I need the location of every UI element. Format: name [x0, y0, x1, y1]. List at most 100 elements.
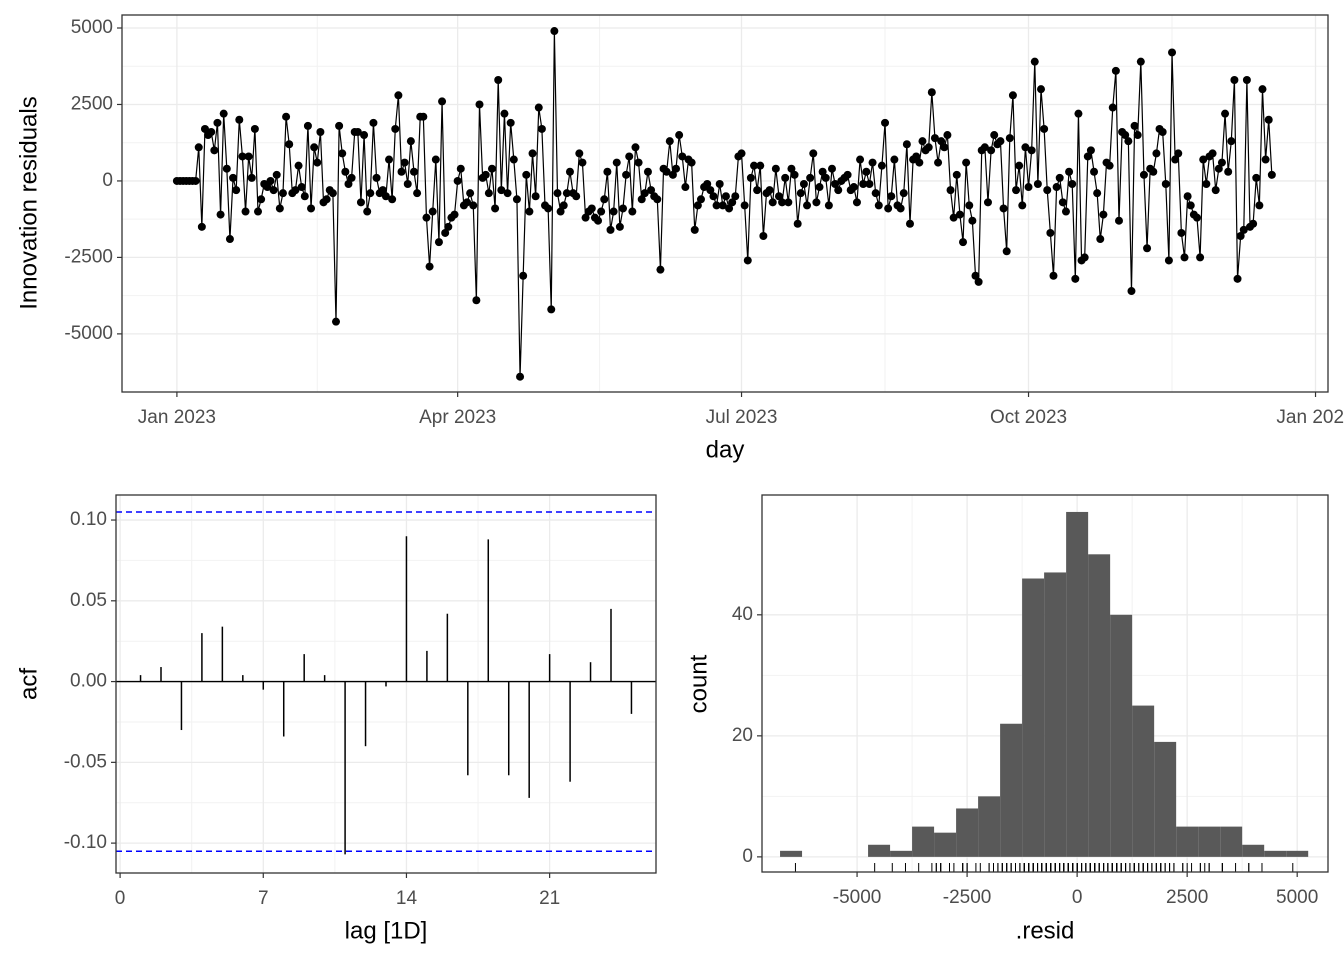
- residual-point: [793, 219, 802, 228]
- residual-point: [503, 189, 512, 198]
- residual-point: [210, 146, 219, 155]
- residual-point: [516, 372, 525, 381]
- residual-point: [612, 158, 621, 167]
- x-tick-label: -2500: [943, 887, 992, 908]
- residual-point: [1058, 198, 1067, 207]
- residual-point: [578, 158, 587, 167]
- residual-point: [1211, 186, 1220, 195]
- residual-point: [344, 180, 353, 188]
- residual-point: [753, 186, 762, 195]
- residual-point: [1027, 146, 1036, 155]
- residual-point: [952, 170, 961, 179]
- residual-point: [937, 137, 946, 146]
- residual-point: [225, 235, 234, 244]
- residual-point: [484, 189, 493, 198]
- residual-point: [463, 198, 472, 207]
- residual-point: [859, 180, 868, 188]
- residual-point: [434, 238, 443, 247]
- histogram-bar: [1110, 614, 1133, 857]
- residual-point: [197, 222, 206, 231]
- residual-point: [303, 121, 312, 130]
- residual-point: [1192, 213, 1201, 222]
- residual-point: [522, 170, 531, 179]
- residual-point: [575, 149, 584, 158]
- residual-point: [475, 100, 484, 109]
- residual-point: [980, 143, 989, 152]
- histogram-bar: [1088, 554, 1111, 857]
- residual-point: [512, 195, 521, 204]
- residual-point: [672, 164, 681, 173]
- x-tick-label: 14: [396, 888, 418, 909]
- x-tick-label: 2500: [1166, 887, 1208, 908]
- histogram-bar: [1242, 844, 1265, 857]
- residual-point: [631, 143, 640, 152]
- residual-point: [643, 167, 652, 176]
- residual-point: [852, 198, 861, 207]
- residual-point: [537, 124, 546, 133]
- residual-point: [347, 173, 356, 182]
- residual-point: [884, 204, 893, 213]
- residual-point: [871, 189, 880, 198]
- residual-point: [409, 167, 418, 176]
- residual-point: [500, 109, 509, 118]
- residual-point: [1199, 155, 1208, 164]
- y-tick-label: 0.05: [70, 590, 107, 611]
- residual-point: [207, 128, 216, 136]
- residual-point: [397, 167, 406, 176]
- residual-point: [996, 137, 1005, 146]
- histogram-bar: [780, 850, 803, 857]
- y-tick-label: -2500: [64, 246, 113, 267]
- residual-point: [1236, 232, 1245, 240]
- residual-point: [222, 164, 231, 173]
- residual-point: [366, 189, 375, 198]
- residual-point: [413, 189, 422, 198]
- residual-point: [272, 170, 281, 179]
- residual-point: [1065, 167, 1074, 176]
- residual-point: [965, 201, 974, 210]
- residual-point: [740, 201, 749, 210]
- residual-point: [1174, 149, 1183, 158]
- residual-point: [257, 195, 266, 204]
- residual-point: [609, 207, 618, 216]
- residual-point: [194, 143, 203, 152]
- residual-point: [600, 195, 609, 204]
- residual-point: [1252, 173, 1261, 182]
- residual-point: [662, 167, 671, 176]
- residual-point: [331, 317, 340, 326]
- residual-point: [338, 149, 347, 158]
- residual-point: [1143, 244, 1152, 253]
- residual-point: [200, 124, 209, 133]
- residual-point: [765, 186, 774, 195]
- residual-point: [806, 173, 815, 182]
- residual-point: [640, 189, 649, 198]
- residual-point: [821, 173, 830, 182]
- residual-point: [1108, 103, 1117, 112]
- x-tick-label: Oct 2023: [990, 407, 1067, 428]
- residual-point: [1030, 57, 1039, 66]
- residual-point: [1080, 253, 1089, 262]
- residual-point: [1233, 274, 1242, 283]
- residual-point: [737, 149, 746, 158]
- residual-point: [987, 146, 996, 155]
- residual-point: [275, 204, 284, 213]
- residual-point: [999, 204, 1008, 213]
- y-tick-label: -0.10: [64, 832, 107, 853]
- residual-point: [1264, 115, 1273, 124]
- y-axis-title: acf: [15, 668, 42, 700]
- residual-point: [955, 210, 964, 219]
- residual-point: [597, 207, 606, 216]
- residual-point: [322, 195, 331, 204]
- residual-point: [497, 186, 506, 195]
- residual-point: [341, 167, 350, 176]
- residual-point: [849, 183, 858, 192]
- residual-point: [487, 164, 496, 173]
- residual-point: [1024, 183, 1033, 192]
- residual-point: [718, 201, 727, 210]
- residual-point: [241, 207, 250, 216]
- residual-point: [756, 161, 765, 170]
- residual-point: [307, 204, 316, 213]
- residual-point: [1221, 109, 1230, 118]
- residual-point: [1196, 253, 1205, 262]
- residual-point: [1121, 131, 1130, 140]
- histogram-bar: [1220, 826, 1243, 857]
